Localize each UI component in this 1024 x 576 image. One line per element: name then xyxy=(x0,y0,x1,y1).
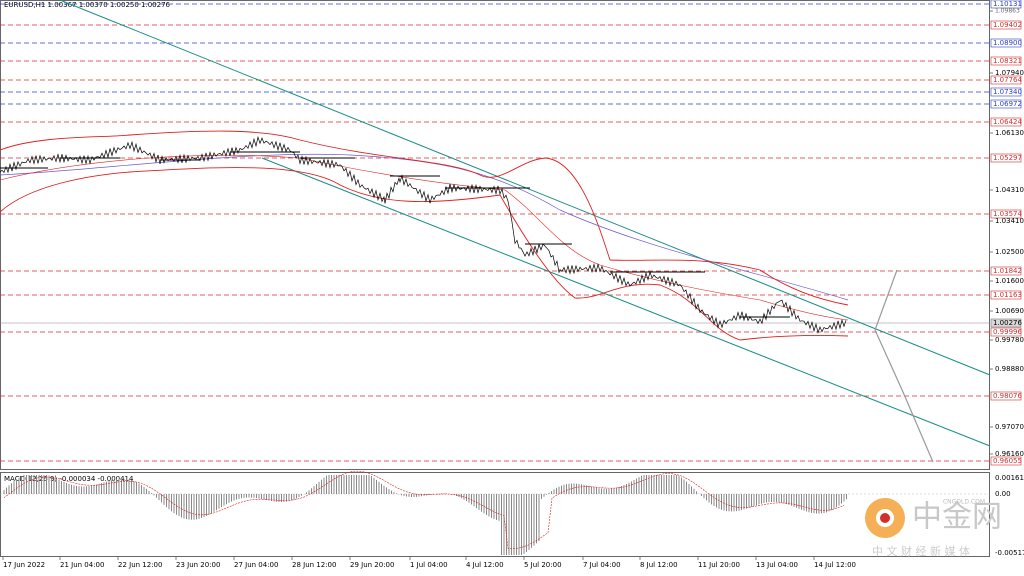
price-label: 1.06130 xyxy=(995,129,1024,137)
current-price-tag xyxy=(990,318,1022,328)
price-label: 1.06424 xyxy=(993,118,1022,126)
price-label: 1.08900 xyxy=(993,39,1022,47)
watermark-slogan: 中 文 财 经 新 媒 体 xyxy=(872,544,970,558)
main-panel xyxy=(0,0,990,470)
price-label: 1.00690 xyxy=(995,307,1024,315)
level-tag xyxy=(990,391,1022,401)
price-label: 1.01600 xyxy=(995,277,1024,285)
time-label: 21 Jun 04:00 xyxy=(60,561,104,569)
price-label: 0.97070 xyxy=(995,423,1024,431)
time-label: 17 Jun 2022 xyxy=(3,561,45,569)
macd-signal xyxy=(3,470,845,550)
level-tag xyxy=(990,0,1022,9)
symbol-info: EURUSD,H1 1.00367 1.00370 1.00250 1.0027… xyxy=(4,1,171,9)
price-label: 1.05297 xyxy=(993,154,1022,162)
bollinger-mid xyxy=(0,154,849,321)
time-label: 5 Jul 20:00 xyxy=(524,561,562,569)
level-tag xyxy=(990,75,1022,85)
level-tag xyxy=(990,327,1022,337)
level-tag xyxy=(990,209,1022,219)
price-label: 0.99780 xyxy=(995,336,1024,344)
price-label: 1.10131 xyxy=(993,0,1022,8)
time-label: 23 Jun 20:00 xyxy=(176,561,220,569)
watermark-site: CNGOLD.COM xyxy=(943,499,985,506)
time-label: 13 Jul 04:00 xyxy=(756,561,798,569)
level-tag xyxy=(990,117,1022,127)
price-label: 1.07764 xyxy=(993,76,1022,84)
price-label: 0.98880 xyxy=(995,365,1024,373)
price-label: 1.01163 xyxy=(993,291,1022,299)
macd-axis-label: 0.00161 xyxy=(995,474,1024,482)
time-label: 14 Jul 12:00 xyxy=(814,561,856,569)
price-label: 1.01842 xyxy=(993,267,1022,275)
watermark-name: 中金网 xyxy=(912,500,1002,535)
watermark: 中金网 CNGOLD.COM 中 文 财 经 新 媒 体 xyxy=(865,498,1002,558)
price-label: 0.98076 xyxy=(993,392,1022,400)
price-label: 1.06972 xyxy=(993,100,1022,108)
moving-average xyxy=(0,153,849,301)
price-label: 1.09863 xyxy=(995,8,1020,15)
level-tag xyxy=(990,266,1022,276)
macd-axis-label: 0.00 xyxy=(995,490,1011,498)
level-tag xyxy=(990,56,1022,66)
time-label: 29 Jun 20:00 xyxy=(350,561,394,569)
bollinger-upper xyxy=(0,130,849,306)
level-tag xyxy=(990,456,1022,466)
level-tag xyxy=(990,99,1022,109)
time-label: 1 Jul 04:00 xyxy=(410,561,448,569)
macd-label: MACD(12,26,9) -0.000034 -0.000414 xyxy=(4,475,134,483)
time-label: 11 Jul 20:00 xyxy=(698,561,740,569)
watermark-logo-dot xyxy=(880,513,890,523)
level-tag xyxy=(990,87,1022,97)
projection-down xyxy=(874,329,934,463)
price-label: 1.00276 xyxy=(993,319,1022,327)
time-label: 8 Jul 12:00 xyxy=(640,561,678,569)
level-tag xyxy=(990,38,1022,48)
level-tag xyxy=(990,290,1022,300)
price-label: 1.07340 xyxy=(993,88,1022,96)
price-label: 0.96160 xyxy=(995,450,1024,458)
macd-panel xyxy=(0,472,990,557)
price-label: 0.96055 xyxy=(993,457,1022,465)
price-label: 1.02500 xyxy=(995,248,1024,256)
level-tag xyxy=(990,20,1022,30)
channel-lower xyxy=(261,157,991,447)
price-label: 1.09402 xyxy=(993,21,1022,29)
time-label: 4 Jul 12:00 xyxy=(466,561,504,569)
time-label: 27 Jun 04:00 xyxy=(234,561,278,569)
price-label: 1.07940 xyxy=(995,69,1024,77)
price-label: 1.03410 xyxy=(995,217,1024,225)
price-label: 1.04310 xyxy=(995,186,1024,194)
time-label: 7 Jul 04:00 xyxy=(583,561,621,569)
projection-up xyxy=(874,269,898,331)
macd-axis-label: -0.005171 xyxy=(995,549,1024,557)
price-label: 1.03574 xyxy=(993,210,1022,218)
price-series xyxy=(0,135,847,334)
level-tag xyxy=(990,153,1022,163)
price-label: 1.08321 xyxy=(993,57,1022,65)
time-label: 22 Jun 12:00 xyxy=(118,561,162,569)
price-label: 0.99996 xyxy=(993,328,1022,336)
time-label: 28 Jun 12:00 xyxy=(292,561,336,569)
